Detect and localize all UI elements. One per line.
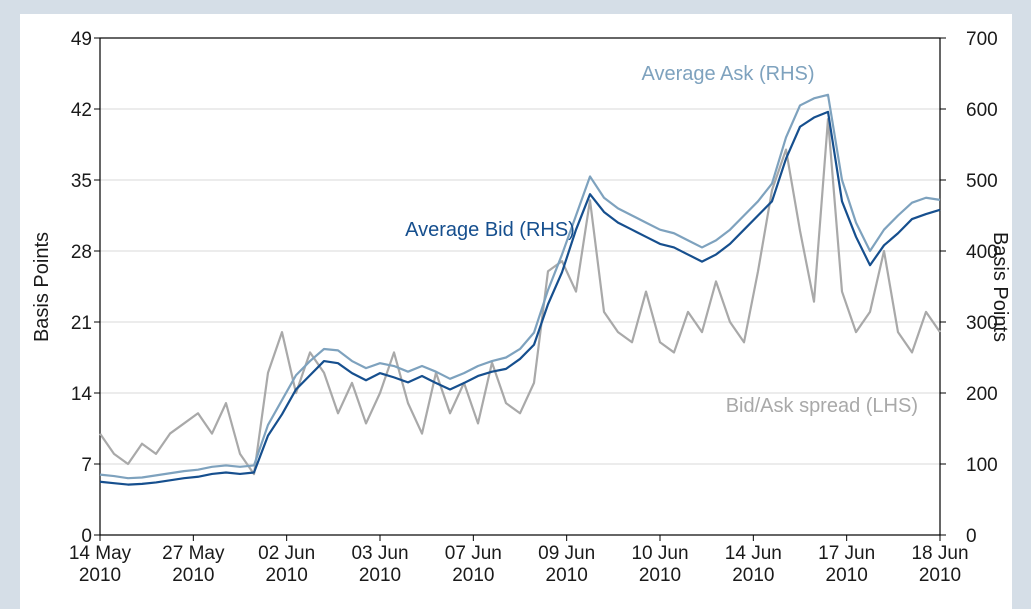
y2-tick-label: 400 <box>966 242 998 263</box>
y2-tick-label: 0 <box>966 526 977 547</box>
x-tick-label: 09 Jun 2010 <box>538 543 595 586</box>
x-tick-label: 17 Jun 2010 <box>818 543 875 586</box>
y-tick-label: 21 <box>71 313 92 334</box>
y2-tick-label: 600 <box>966 100 998 121</box>
y-tick-label: 0 <box>81 526 92 547</box>
y2-tick-label: 700 <box>966 29 998 50</box>
line-series <box>99 93 941 480</box>
y2-tick-label: 200 <box>966 384 998 405</box>
x-tick-label: 10 Jun 2010 <box>631 543 688 586</box>
y-tick-label: 49 <box>71 29 92 50</box>
y2-tick-label: 500 <box>966 171 998 192</box>
line-series <box>99 110 941 486</box>
series-label: Average Bid (RHS) <box>405 219 575 241</box>
x-tick-label: 18 Jun 2010 <box>911 543 968 586</box>
y-tick-label: 28 <box>71 242 92 263</box>
series-label: Average Ask (RHS) <box>641 63 814 85</box>
plot-frame <box>99 37 941 536</box>
y-tick-label: 42 <box>71 100 92 121</box>
x-tick-label: 07 Jun 2010 <box>445 543 502 586</box>
right-axis-title: Basis Points <box>989 232 1011 342</box>
y-tick-label: 7 <box>81 455 92 476</box>
y2-tick-label: 100 <box>966 455 998 476</box>
x-tick-label: 03 Jun 2010 <box>351 543 408 586</box>
y-tick-label: 14 <box>71 384 93 405</box>
series-label: Bid/Ask spread (LHS) <box>726 395 918 417</box>
x-tick-label: 14 May 2010 <box>69 543 132 586</box>
plot-panel <box>20 14 1012 609</box>
y-tick-label: 35 <box>71 171 92 192</box>
x-tick-label: 14 Jun 2010 <box>725 543 782 586</box>
x-tick-label: 27 May 2010 <box>162 543 225 586</box>
line-series <box>99 118 941 476</box>
left-axis-title: Basis Points <box>31 232 53 342</box>
x-tick-label: 02 Jun 2010 <box>258 543 315 586</box>
y2-tick-label: 300 <box>966 313 998 334</box>
